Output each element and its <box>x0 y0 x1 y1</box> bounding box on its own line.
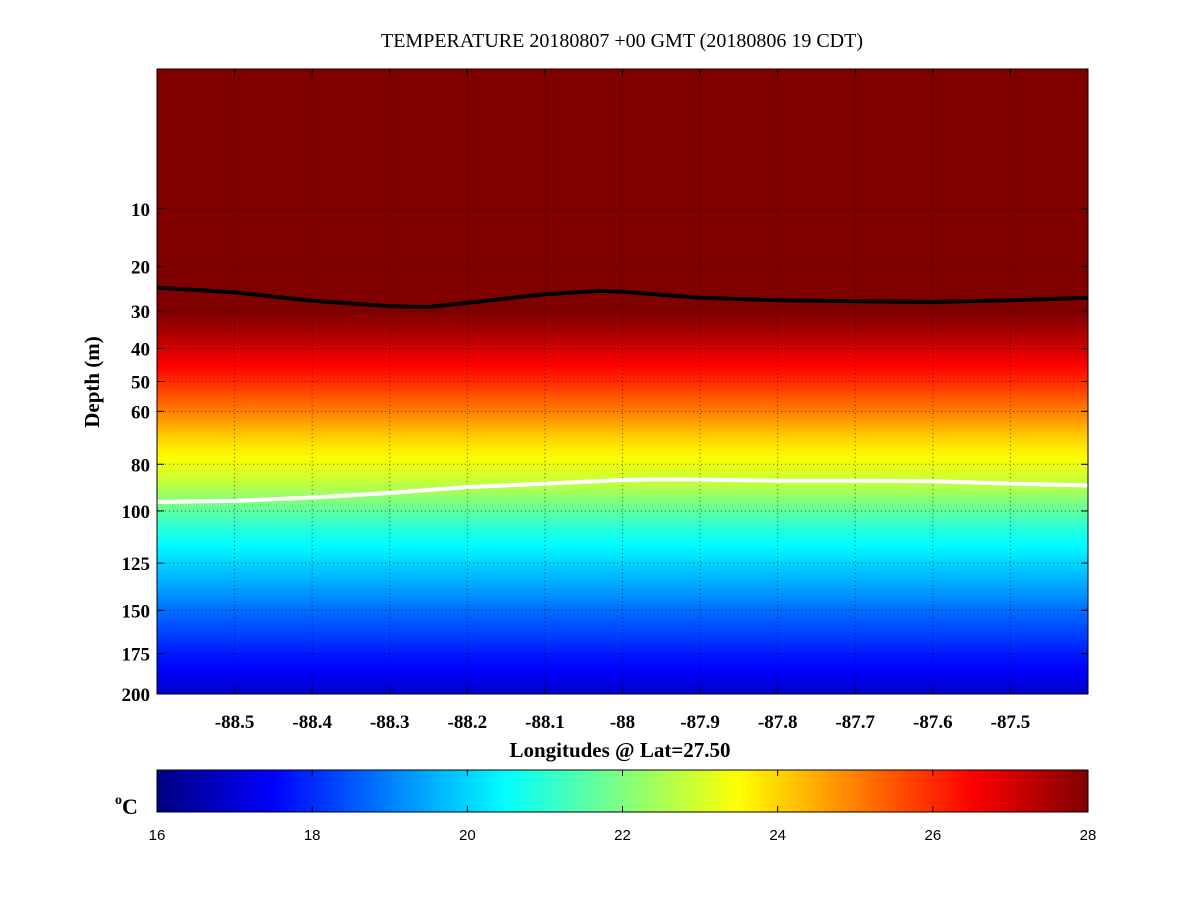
y-tick-label: 40 <box>131 340 150 361</box>
colorbar-tick-label: 24 <box>769 827 786 844</box>
y-tick-label: 125 <box>122 554 151 575</box>
y-tick-label: 150 <box>122 601 151 622</box>
y-tick-label: 80 <box>131 455 150 476</box>
y-tick-label: 200 <box>122 685 151 706</box>
plot-area <box>157 69 1088 694</box>
colorbar-tick-label: 26 <box>924 827 941 844</box>
y-axis-ticks: 10 20 30 40 50 60 80 100 125 150 175 200 <box>122 200 1088 706</box>
colorbar-unit-letter: C <box>122 794 138 819</box>
y-tick-label: 60 <box>131 402 150 423</box>
colorbar-unit-degree: o <box>115 793 122 808</box>
x-tick-label: -88.3 <box>370 712 410 733</box>
colorbar-tick-label: 20 <box>459 827 476 844</box>
colorbar-ticks: 16 18 20 22 24 26 28 <box>149 770 1097 844</box>
x-tick-label: -87.6 <box>913 712 953 733</box>
y-axis-label: Depth (m) <box>80 336 104 428</box>
isotherm-contours <box>157 285 1088 504</box>
colorbar-tick-label: 16 <box>149 827 166 844</box>
colorbar-tick-label: 28 <box>1080 827 1097 844</box>
x-tick-label: -87.9 <box>680 712 720 733</box>
colorbar-tick-label: 18 <box>304 827 321 844</box>
x-tick-label: -87.7 <box>835 712 875 733</box>
y-tick-label: 100 <box>122 502 151 523</box>
x-axis-label: Longitudes @ Lat=27.50 <box>509 738 730 762</box>
chart-title: TEMPERATURE 20180807 +00 GMT (20180806 1… <box>381 30 863 52</box>
x-tick-label: -88.4 <box>292 712 332 733</box>
y-tick-label: 175 <box>122 645 151 666</box>
isotherm-contour-1 <box>157 285 1088 309</box>
colorbar <box>156 769 1089 813</box>
x-tick-label: -87.5 <box>991 712 1031 733</box>
y-tick-label: 10 <box>131 200 150 221</box>
x-tick-label: -88.5 <box>215 712 255 733</box>
x-tick-label: -88.1 <box>525 712 565 733</box>
x-tick-label: -88 <box>610 712 635 733</box>
y-tick-label: 20 <box>131 258 150 279</box>
isotherm-contour-2 <box>157 477 1088 504</box>
y-tick-label: 50 <box>131 373 150 394</box>
x-tick-label: -87.8 <box>758 712 798 733</box>
x-tick-label: -88.2 <box>448 712 488 733</box>
grid-lines <box>157 69 1088 694</box>
x-axis-ticks: -88.5 -88.4 -88.3 -88.2 -88.1 -88 -87.9 -87.8 -8… <box>215 69 1030 733</box>
colorbar-tick-label: 22 <box>614 827 631 844</box>
colorbar-unit: oC <box>115 793 138 819</box>
y-tick-label: 30 <box>131 302 150 323</box>
